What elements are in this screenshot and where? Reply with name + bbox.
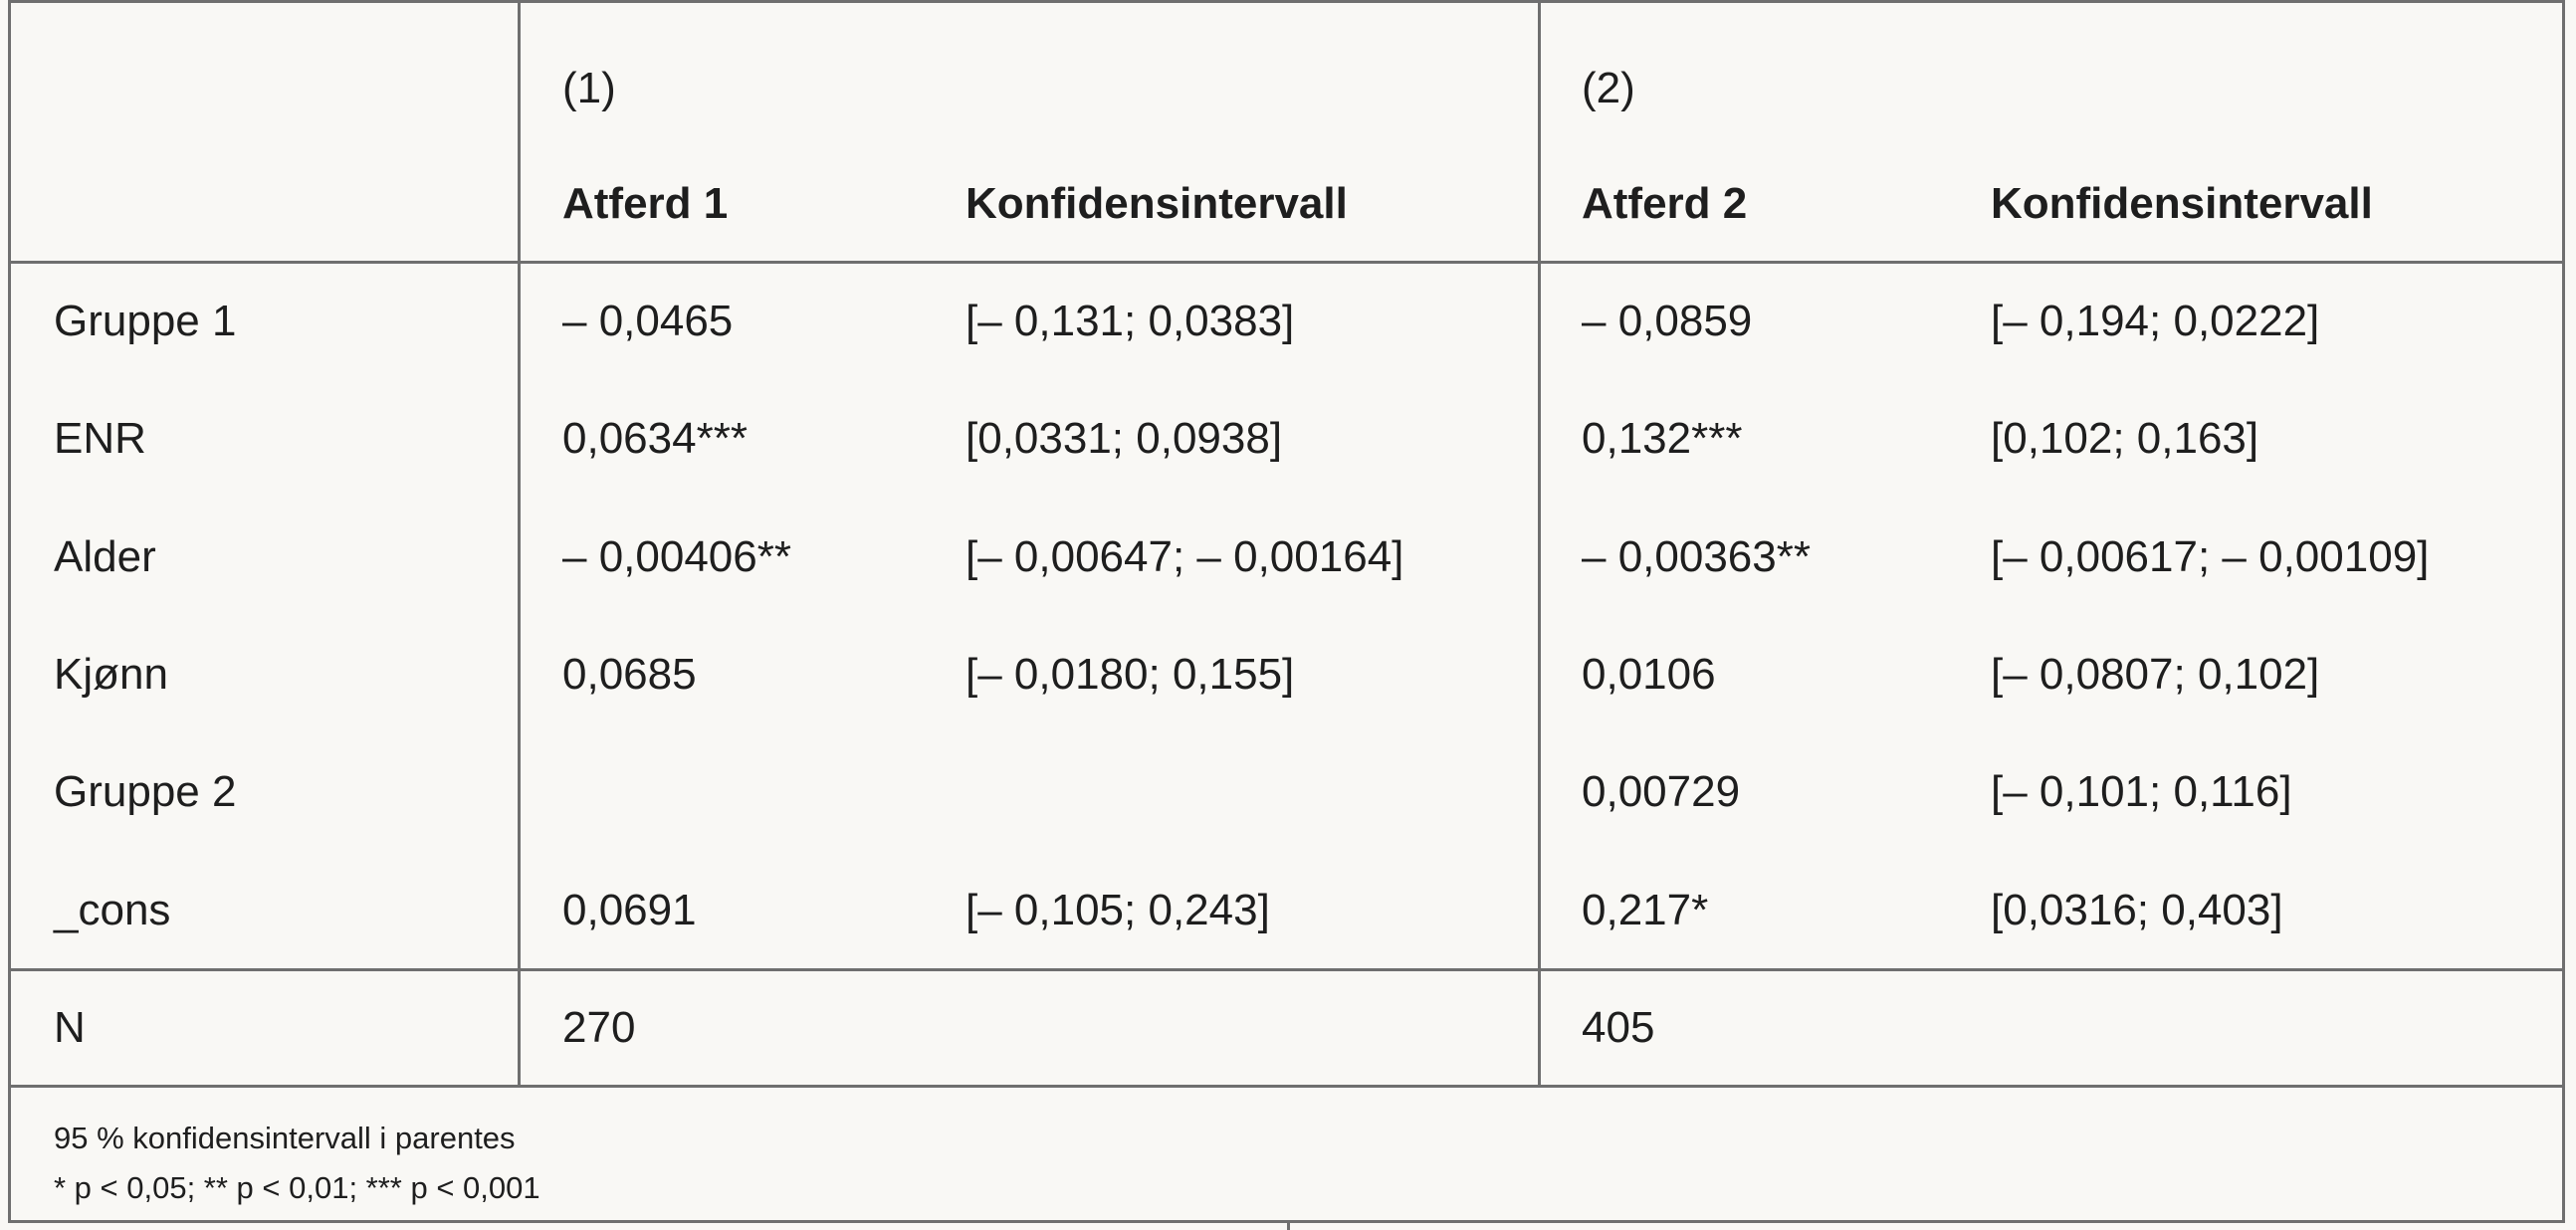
atferd-2-value: – 0,0859 <box>1582 297 1753 345</box>
ci-2-value: [0,102; 0,163] <box>1991 414 2259 463</box>
n-row-bottom-border <box>11 1085 2562 1088</box>
atferd-2-value: 0,132*** <box>1582 414 1743 463</box>
ci-1-value: [0,0331; 0,0938] <box>966 414 1283 463</box>
row-label: Alder <box>54 532 156 581</box>
atferd-1-value: 0,0685 <box>562 650 697 699</box>
n-model-2: 405 <box>1582 1003 1655 1052</box>
header-ci-1: Konfidensintervall <box>966 179 1348 228</box>
ci-1-value: [– 0,0180; 0,155] <box>966 650 1295 699</box>
ci-1-value: [– 0,00647; – 0,00164] <box>966 532 1404 581</box>
ci-1-value: [– 0,105; 0,243] <box>966 886 1270 934</box>
atferd-1-value: – 0,0465 <box>562 297 734 345</box>
ci-1-value: [– 0,131; 0,0383] <box>966 297 1295 345</box>
ci-2-value: [– 0,00617; – 0,00109] <box>1991 532 2430 581</box>
ci-2-value: [0,0316; 0,403] <box>1991 886 2283 934</box>
body-bottom-border <box>11 968 2562 971</box>
atferd-1-value: – 0,00406** <box>562 532 791 581</box>
row-label: Gruppe 1 <box>54 297 237 345</box>
regression-table: (1) (2) Atferd 1 Konfidensintervall Atfe… <box>8 0 2565 1223</box>
header-bottom-border <box>11 261 2562 264</box>
column-divider-1 <box>518 3 521 1088</box>
ci-2-value: [– 0,194; 0,0222] <box>1991 297 2320 345</box>
header-atferd-2: Atferd 2 <box>1582 179 1748 228</box>
row-label: Gruppe 2 <box>54 767 237 816</box>
bottom-tick-mark <box>1287 1223 1290 1230</box>
header-ci-2: Konfidensintervall <box>1991 179 2373 228</box>
model-2-label: (2) <box>1582 64 1635 112</box>
column-divider-2 <box>1538 3 1541 1088</box>
n-label: N <box>54 1003 86 1052</box>
ci-2-value: [– 0,0807; 0,102] <box>1991 650 2320 699</box>
ci-2-value: [– 0,101; 0,116] <box>1991 767 2292 816</box>
atferd-2-value: – 0,00363** <box>1582 532 1811 581</box>
row-label: _cons <box>54 886 171 934</box>
atferd-2-value: 0,217* <box>1582 886 1709 934</box>
n-model-1: 270 <box>562 1003 636 1052</box>
header-atferd-1: Atferd 1 <box>562 179 729 228</box>
atferd-2-value: 0,00729 <box>1582 767 1741 816</box>
atferd-1-value: 0,0634*** <box>562 414 748 463</box>
ci-note: 95 % konfidensintervall i parentes <box>54 1121 516 1155</box>
atferd-1-value: 0,0691 <box>562 886 697 934</box>
row-label: ENR <box>54 414 146 463</box>
row-label: Kjønn <box>54 650 168 699</box>
significance-note: * p < 0,05; ** p < 0,01; *** p < 0,001 <box>54 1170 540 1205</box>
atferd-2-value: 0,0106 <box>1582 650 1716 699</box>
model-1-label: (1) <box>562 64 616 112</box>
